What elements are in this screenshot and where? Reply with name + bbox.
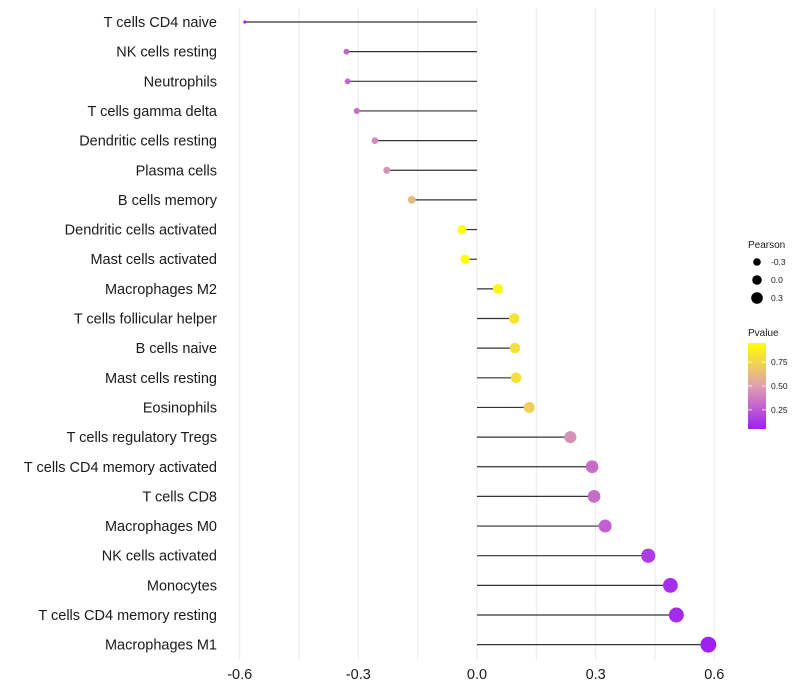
legend-pearson: Pearson -0.3 0.0 0.3 [748, 240, 786, 304]
data-point [509, 342, 521, 354]
y-tick-label: Mast cells resting [105, 371, 217, 387]
y-tick-label: Mast cells activated [90, 252, 217, 268]
legend-color-label: 0.75 [771, 357, 788, 367]
y-tick-label: T cells CD4 memory activated [24, 460, 217, 476]
legend-size-label: 0.3 [771, 293, 783, 303]
data-point [663, 577, 678, 593]
y-tick-label: T cells CD8 [142, 489, 217, 505]
legend-size-label: -0.3 [771, 257, 786, 267]
x-tick-label: -0.3 [346, 667, 371, 683]
legend-pearson-title: Pearson [748, 240, 785, 251]
legend-size-key [752, 275, 762, 285]
data-point [371, 137, 379, 144]
y-tick-label: Plasma cells [136, 163, 217, 179]
y-tick-label: Macrophages M0 [105, 519, 217, 535]
y-tick-label: Dendritic cells resting [79, 134, 217, 150]
data-point [641, 548, 656, 563]
data-point [343, 48, 350, 55]
y-tick-label: Macrophages M2 [105, 282, 217, 298]
points [243, 20, 717, 653]
data-point [523, 401, 535, 413]
legend-size-key [751, 292, 763, 304]
data-point [668, 607, 684, 623]
legend-pvalue: Pvalue 0.25 0.50 0.75 [748, 328, 788, 429]
y-tick-label: B cells memory [118, 193, 218, 209]
x-tick-label: -0.6 [227, 667, 252, 683]
data-point [508, 313, 520, 324]
x-tick-label: 0.0 [467, 667, 487, 683]
y-tick-label: Monocytes [147, 578, 217, 594]
x-axis-labels: -0.6 -0.3 0.0 0.3 0.6 [227, 667, 724, 683]
data-point [492, 283, 503, 294]
data-point [243, 20, 247, 24]
data-point [407, 196, 416, 204]
y-tick-label: T cells CD4 naive [104, 15, 217, 31]
y-tick-label: T cells gamma delta [88, 104, 218, 120]
y-tick-label: Eosinophils [143, 400, 217, 416]
data-point [564, 431, 577, 444]
legend-color-label: 0.50 [771, 381, 788, 391]
y-tick-label: T cells follicular helper [74, 312, 217, 328]
y-tick-label: T cells CD4 memory resting [38, 608, 217, 624]
y-tick-label: Dendritic cells activated [65, 223, 217, 239]
data-point [383, 166, 391, 174]
data-point [344, 78, 351, 85]
y-tick-label: Macrophages M1 [105, 638, 217, 654]
y-tick-label: Neutrophils [144, 74, 217, 90]
x-tick-label: 0.3 [586, 667, 606, 683]
legend-size-key [753, 258, 761, 266]
grid-lines [239, 8, 715, 660]
y-tick-label: T cells regulatory Tregs [67, 430, 217, 446]
data-point [457, 225, 467, 235]
y-axis-labels: T cells CD4 naive NK cells resting Neutrop… [24, 15, 218, 654]
x-tick-label: 0.6 [704, 667, 724, 683]
y-tick-label: NK cells activated [102, 549, 217, 565]
data-point [460, 254, 470, 264]
legend-size-label: 0.0 [771, 275, 783, 285]
legend-color-label: 0.25 [771, 405, 788, 415]
data-point [587, 490, 601, 503]
y-tick-label: NK cells resting [116, 45, 217, 61]
data-point [353, 107, 360, 115]
data-point [700, 636, 717, 653]
legend-colorbar [748, 343, 766, 429]
data-point [585, 460, 599, 474]
legend-pvalue-title: Pvalue [748, 328, 779, 339]
data-point [598, 519, 612, 533]
stems [244, 21, 709, 646]
y-tick-label: B cells naive [136, 341, 217, 357]
data-point [510, 372, 522, 384]
